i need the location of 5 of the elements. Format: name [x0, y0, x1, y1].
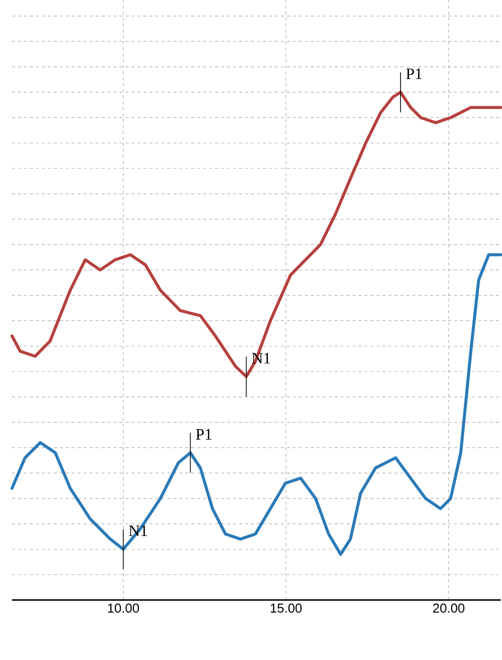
annotation: P1	[196, 429, 212, 440]
x-tick-label: 10.00	[108, 604, 139, 613]
annotation: P1	[406, 68, 422, 80]
x-tick-label: 20.00	[433, 604, 464, 613]
x-tick-label: 15.00	[270, 604, 302, 613]
